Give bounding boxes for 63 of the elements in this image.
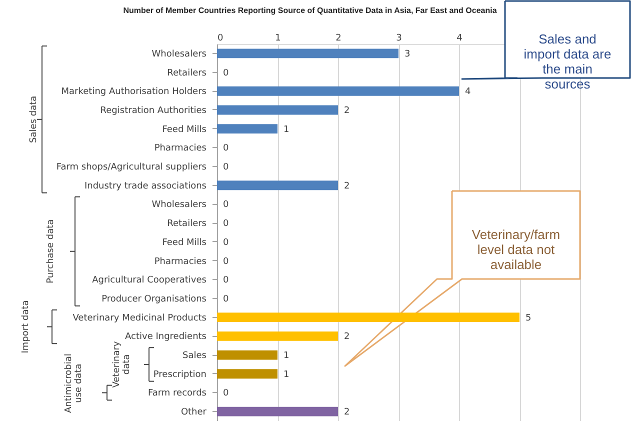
y-tick-label: Marketing Authorisation Holders [61,87,207,98]
text: Veterinary data [112,340,132,388]
bar [217,312,520,322]
y-tick-label: Farm records [148,388,207,399]
data-label: 0 [223,238,229,248]
y-tick-label: Retailers [167,219,207,230]
y-tick-label: Prescription [153,370,206,380]
y-tick-label: Agricultural Cooperatives [92,276,207,286]
bar [217,48,398,58]
data-label: 0 [223,68,229,78]
y-tick-label: Retailers [167,68,207,78]
y-tick-label: Wholesalers [152,200,207,210]
bar [217,105,338,115]
bar [217,86,459,96]
y-tick-label: Pharmacies [154,144,207,154]
data-label: 5 [526,313,532,324]
bar [217,124,278,134]
data-label: 0 [223,219,229,230]
y-tick-label: Pharmacies [154,256,207,267]
y-tick-label: Producer Organisations [102,294,207,304]
bar [217,369,278,379]
x-tick-label: 0 [218,34,224,44]
chart-title: Number of Member Countries Reporting Source of Quantitative Data in Asia, Far East and Oceania [123,6,498,15]
data-label: 0 [223,388,229,399]
data-label: 0 [223,200,229,210]
data-label: 0 [223,144,229,154]
y-tick-label: Industry trade associations [84,181,207,192]
data-label: 2 [344,408,350,418]
y-tick-label: Feed Mills [162,124,207,135]
data-label: 1 [284,124,290,135]
data-label: 1 [284,370,290,380]
y-tick-label: Farm shops/Agricultural suppliers [56,162,207,173]
y-tick-label: Registration Authorities [100,106,207,116]
data-label: 0 [223,294,229,304]
y-tick-label: Wholesalers [152,49,207,60]
data-label: 2 [344,181,350,192]
y-tick-label: Sales [182,351,207,362]
x-tick-label: 2 [336,34,342,44]
data-label: 2 [344,106,350,116]
text: Antimicrobial use data [64,354,84,413]
data-label: 2 [344,332,350,342]
bar [217,331,338,341]
data-label: 0 [223,162,229,173]
x-tick-label: 3 [396,34,402,44]
data-label: 0 [223,276,229,286]
y-tick-label: Other [180,408,207,418]
x-tick-label: 1 [275,34,281,44]
text: Purchase data [46,219,56,284]
bar [217,180,338,190]
text: Sales data [29,96,39,143]
y-tick-label: Veterinary Medicinal Products [72,313,207,324]
y-tick-label: Feed Mills [162,238,207,248]
x-tick-label: 4 [456,34,463,44]
annotation: Veterinary/farm level data not available [472,227,560,272]
data-label: 3 [404,49,410,60]
annotation: Sales and import data are the main sources [524,32,612,92]
data-label: 0 [223,256,229,267]
data-label: 1 [284,351,290,362]
data-label: 4 [465,87,471,98]
y-tick-label: Active Ingredients [125,332,207,342]
bar [217,350,278,360]
bar [217,406,338,416]
text: Import data [21,300,31,354]
